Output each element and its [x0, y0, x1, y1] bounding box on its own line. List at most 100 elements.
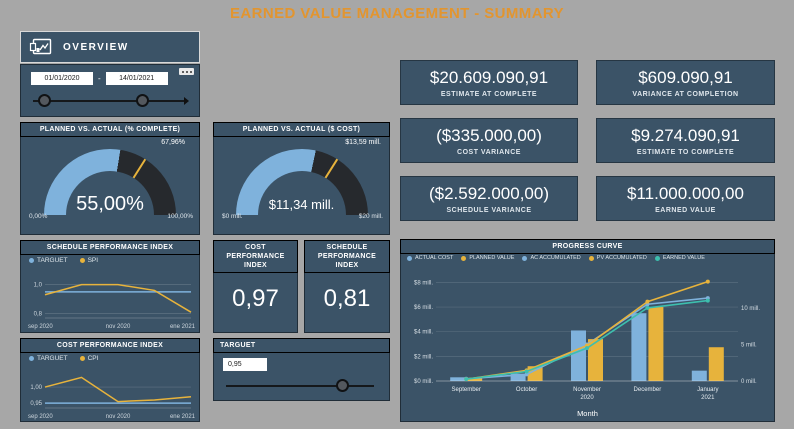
cpi-kpi-card: COST PERFORMANCE INDEX 0,97: [213, 240, 298, 333]
kpi-label: ESTIMATE AT COMPLETE: [440, 90, 538, 98]
targuet-legend-dot: [29, 258, 34, 263]
planned-value-legend-dot: [461, 255, 467, 261]
planned-vs-actual-percent-panel: PLANNED VS. ACTUAL (% COMPLETE) 55,00% 6…: [20, 122, 200, 235]
gauge-max-label: 100,00%: [167, 213, 193, 220]
date-range-slicer: 01/01/2020 - 14/01/2021: [20, 64, 200, 117]
kpi-card-cost-variance: ($335.000,00) COST VARIANCE: [400, 118, 578, 163]
panel-title: SCHEDULE PERFORMANCE INDEX: [304, 240, 390, 274]
svg-text:nov 2020: nov 2020: [106, 324, 131, 330]
svg-text:$2 mill.: $2 mill.: [414, 354, 433, 360]
svg-text:10 mill.: 10 mill.: [741, 306, 760, 312]
svg-text:2020: 2020: [580, 395, 594, 401]
legend-label: ACTUAL COST: [415, 255, 454, 261]
svg-text:$6 mill.: $6 mill.: [414, 305, 433, 311]
legend-item-ac-accumulated[interactable]: AC ACCUMULATED: [522, 255, 581, 261]
gauge-min-label: 0,00%: [29, 213, 48, 220]
kpi-label: SCHEDULE VARIANCE: [446, 206, 532, 214]
svg-text:2021: 2021: [701, 395, 715, 401]
legend-item-pv-accumulated[interactable]: PV ACCUMULATED: [588, 255, 647, 261]
gauge-max-label: $20 mill.: [358, 213, 383, 220]
spi-legend: TARGUET SPI: [29, 257, 98, 264]
cpi-legend: TARGUET CPI: [29, 355, 98, 362]
svg-text:December: December: [634, 387, 662, 393]
legend-label: AC ACCUMULATED: [530, 255, 581, 261]
legend-item-targuet[interactable]: TARGUET: [29, 257, 68, 264]
progress-curve-panel: PROGRESS CURVE ACTUAL COST PLANNED VALUE…: [400, 239, 775, 422]
svg-text:January: January: [697, 387, 718, 393]
legend-label: PV ACCUMULATED: [596, 255, 647, 261]
spi-line-chart[interactable]: 1,0 0,8 sep 2020 nov 2020 ene 2021: [25, 267, 197, 331]
legend-item-cpi[interactable]: CPI: [79, 355, 99, 362]
kpi-value: ($2.592.000,00): [428, 183, 550, 203]
legend-item-planned-value[interactable]: PLANNED VALUE: [461, 255, 514, 261]
gauge-marker-label: 67,96%: [161, 139, 185, 146]
legend-label: CPI: [87, 355, 99, 362]
panel-title: COST PERFORMANCE INDEX: [20, 338, 200, 353]
slider-arrow-icon: [184, 97, 189, 105]
dashboard-icon: [29, 37, 53, 57]
kpi-value: $9.274.090,91: [631, 125, 740, 145]
spi-kpi-card: SCHEDULE PERFORMANCE INDEX 0,81: [304, 240, 390, 333]
svg-text:ene 2021: ene 2021: [170, 414, 196, 420]
kpi-card-variance-at-completion: $609.090,91 VARIANCE AT COMPLETION: [596, 60, 775, 105]
page-title: EARNED VALUE MANAGEMENT - SUMMARY: [229, 5, 565, 22]
kpi-card-earned-value: $11.000.000,00 EARNED VALUE: [596, 176, 775, 221]
svg-text:September: September: [452, 387, 481, 393]
legend-item-actual-cost[interactable]: ACTUAL COST: [407, 255, 453, 261]
legend-label: TARGUET: [37, 257, 68, 264]
panel-title: PROGRESS CURVE: [400, 239, 775, 254]
legend-label: TARGUET: [37, 355, 68, 362]
svg-text:sep 2020: sep 2020: [28, 324, 53, 330]
legend-label: PLANNED VALUE: [469, 255, 515, 261]
kpi-card-estimate-at-complete: $20.609.090,91 ESTIMATE AT COMPLETE: [400, 60, 578, 105]
spi-value: 0,81: [323, 285, 371, 312]
targuet-handle[interactable]: [336, 379, 350, 392]
svg-text:sep 2020: sep 2020: [28, 414, 53, 420]
targuet-legend-dot: [29, 356, 34, 361]
schedule-performance-index-panel: SCHEDULE PERFORMANCE INDEX TARGUET SPI 1…: [20, 240, 200, 333]
progress-legend: ACTUAL COST PLANNED VALUE AC ACCUMULATED…: [407, 255, 705, 261]
gauge-value: $11,34 mill.: [268, 197, 335, 212]
cpi-value: 0,97: [232, 285, 279, 312]
svg-text:1,0: 1,0: [34, 283, 43, 289]
targuet-value-input[interactable]: 0,95: [223, 358, 267, 371]
date-separator: -: [98, 74, 101, 83]
kpi-value: $609.090,91: [638, 67, 733, 87]
legend-label: SPI: [87, 257, 99, 264]
range-handle-start[interactable]: [37, 94, 51, 107]
more-options-icon[interactable]: [179, 68, 194, 75]
cpi-line-chart[interactable]: 1,00 0,95 sep 2020 nov 2020 ene 2021: [25, 365, 197, 421]
gauge-value: 55,00%: [76, 193, 144, 215]
legend-item-targuet[interactable]: TARGUET: [29, 355, 68, 362]
panel-title: TARGUET: [213, 338, 390, 353]
svg-text:0,95: 0,95: [30, 401, 42, 407]
range-handle-end[interactable]: [135, 94, 149, 107]
legend-item-earned-value[interactable]: EARNED VALUE: [654, 255, 705, 261]
targuet-slicer-panel: TARGUET 0,95: [213, 338, 390, 401]
legend-item-spi[interactable]: SPI: [79, 257, 99, 264]
kpi-label: COST VARIANCE: [457, 148, 521, 156]
panel-title: PLANNED VS. ACTUAL ($ COST): [213, 122, 390, 137]
slider-track: [226, 385, 374, 387]
spi-legend-dot: [79, 258, 85, 263]
svg-text:November: November: [573, 387, 601, 393]
ac-accumulated-legend-dot: [522, 255, 528, 261]
gauge-marker-label: $13,59 mill.: [345, 139, 381, 146]
targuet-slider[interactable]: [226, 379, 379, 393]
date-range-slider[interactable]: [33, 94, 189, 108]
kpi-value: ($335.000,00): [436, 125, 542, 145]
svg-text:October: October: [516, 387, 537, 393]
planned-vs-actual-cost-panel: PLANNED VS. ACTUAL ($ COST) $11,34 mill.…: [213, 122, 390, 235]
start-date-input[interactable]: 01/01/2020: [31, 72, 93, 85]
panel-title: PLANNED VS. ACTUAL (% COMPLETE): [20, 122, 200, 137]
end-date-input[interactable]: 14/01/2021: [105, 72, 168, 85]
svg-text:nov 2020: nov 2020: [106, 414, 131, 420]
kpi-label: VARIANCE AT COMPLETION: [632, 90, 739, 98]
overview-header: OVERVIEW: [20, 31, 200, 63]
panel-title: COST PERFORMANCE INDEX: [213, 240, 298, 274]
progress-combo-chart[interactable]: $0 mill. $2 mill. $4 mill. $6 mill. $8 mill.…: [404, 267, 772, 407]
kpi-label: EARNED VALUE: [655, 206, 716, 214]
x-axis-title: Month: [577, 409, 598, 418]
svg-text:$8 mill.: $8 mill.: [414, 280, 433, 286]
pv-accumulated-legend-dot: [588, 255, 594, 261]
